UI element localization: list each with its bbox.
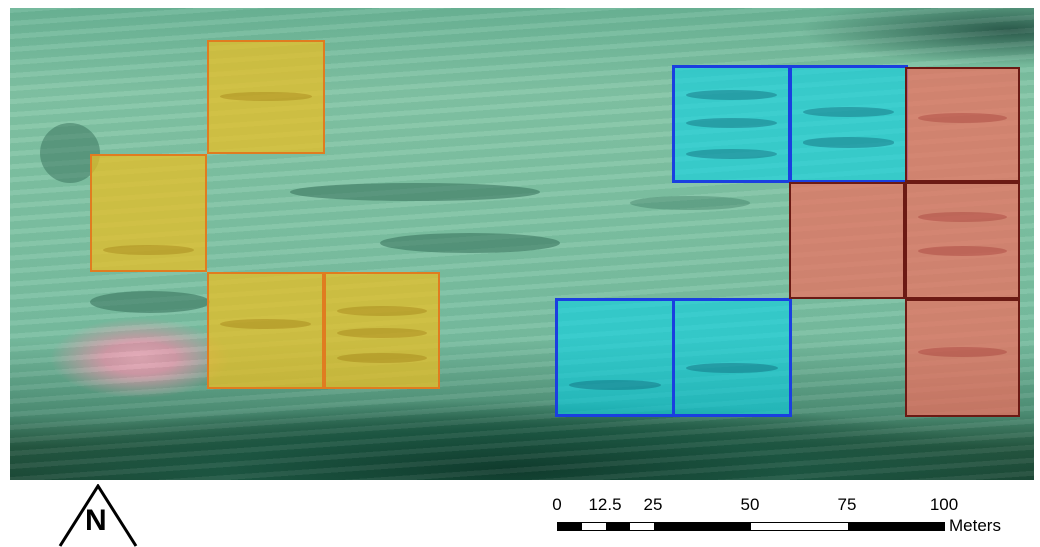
plot-cyan (672, 298, 792, 417)
plot-yellow (207, 272, 324, 389)
scale-tick-label: 75 (837, 495, 857, 514)
plot-red (789, 182, 905, 299)
aerial-map (10, 8, 1034, 480)
vegetation-streak (630, 196, 750, 210)
scale-tick-label: 50 (740, 495, 760, 514)
scale-tick-label: 12.5 (588, 495, 622, 514)
scale-bar (557, 522, 945, 531)
scale-units-label: Meters (949, 516, 1001, 535)
plot-red (905, 67, 1020, 182)
plot-yellow (207, 40, 325, 154)
scale-tick-label: 100 (929, 495, 959, 514)
plot-yellow (90, 154, 207, 272)
plot-cyan (555, 298, 675, 417)
vegetation-streak (290, 183, 540, 201)
plot-cyan (789, 65, 908, 183)
vegetation-streak (380, 233, 560, 253)
north-arrow-icon (58, 484, 138, 547)
plot-yellow (324, 272, 440, 389)
scale-tick-label: 0 (552, 495, 562, 514)
vegetation-streak (90, 291, 210, 313)
scale-tick-label: 25 (643, 495, 663, 514)
plot-cyan (672, 65, 791, 183)
north-label: N (85, 504, 107, 537)
plot-red (905, 299, 1020, 417)
plot-red (905, 182, 1020, 299)
